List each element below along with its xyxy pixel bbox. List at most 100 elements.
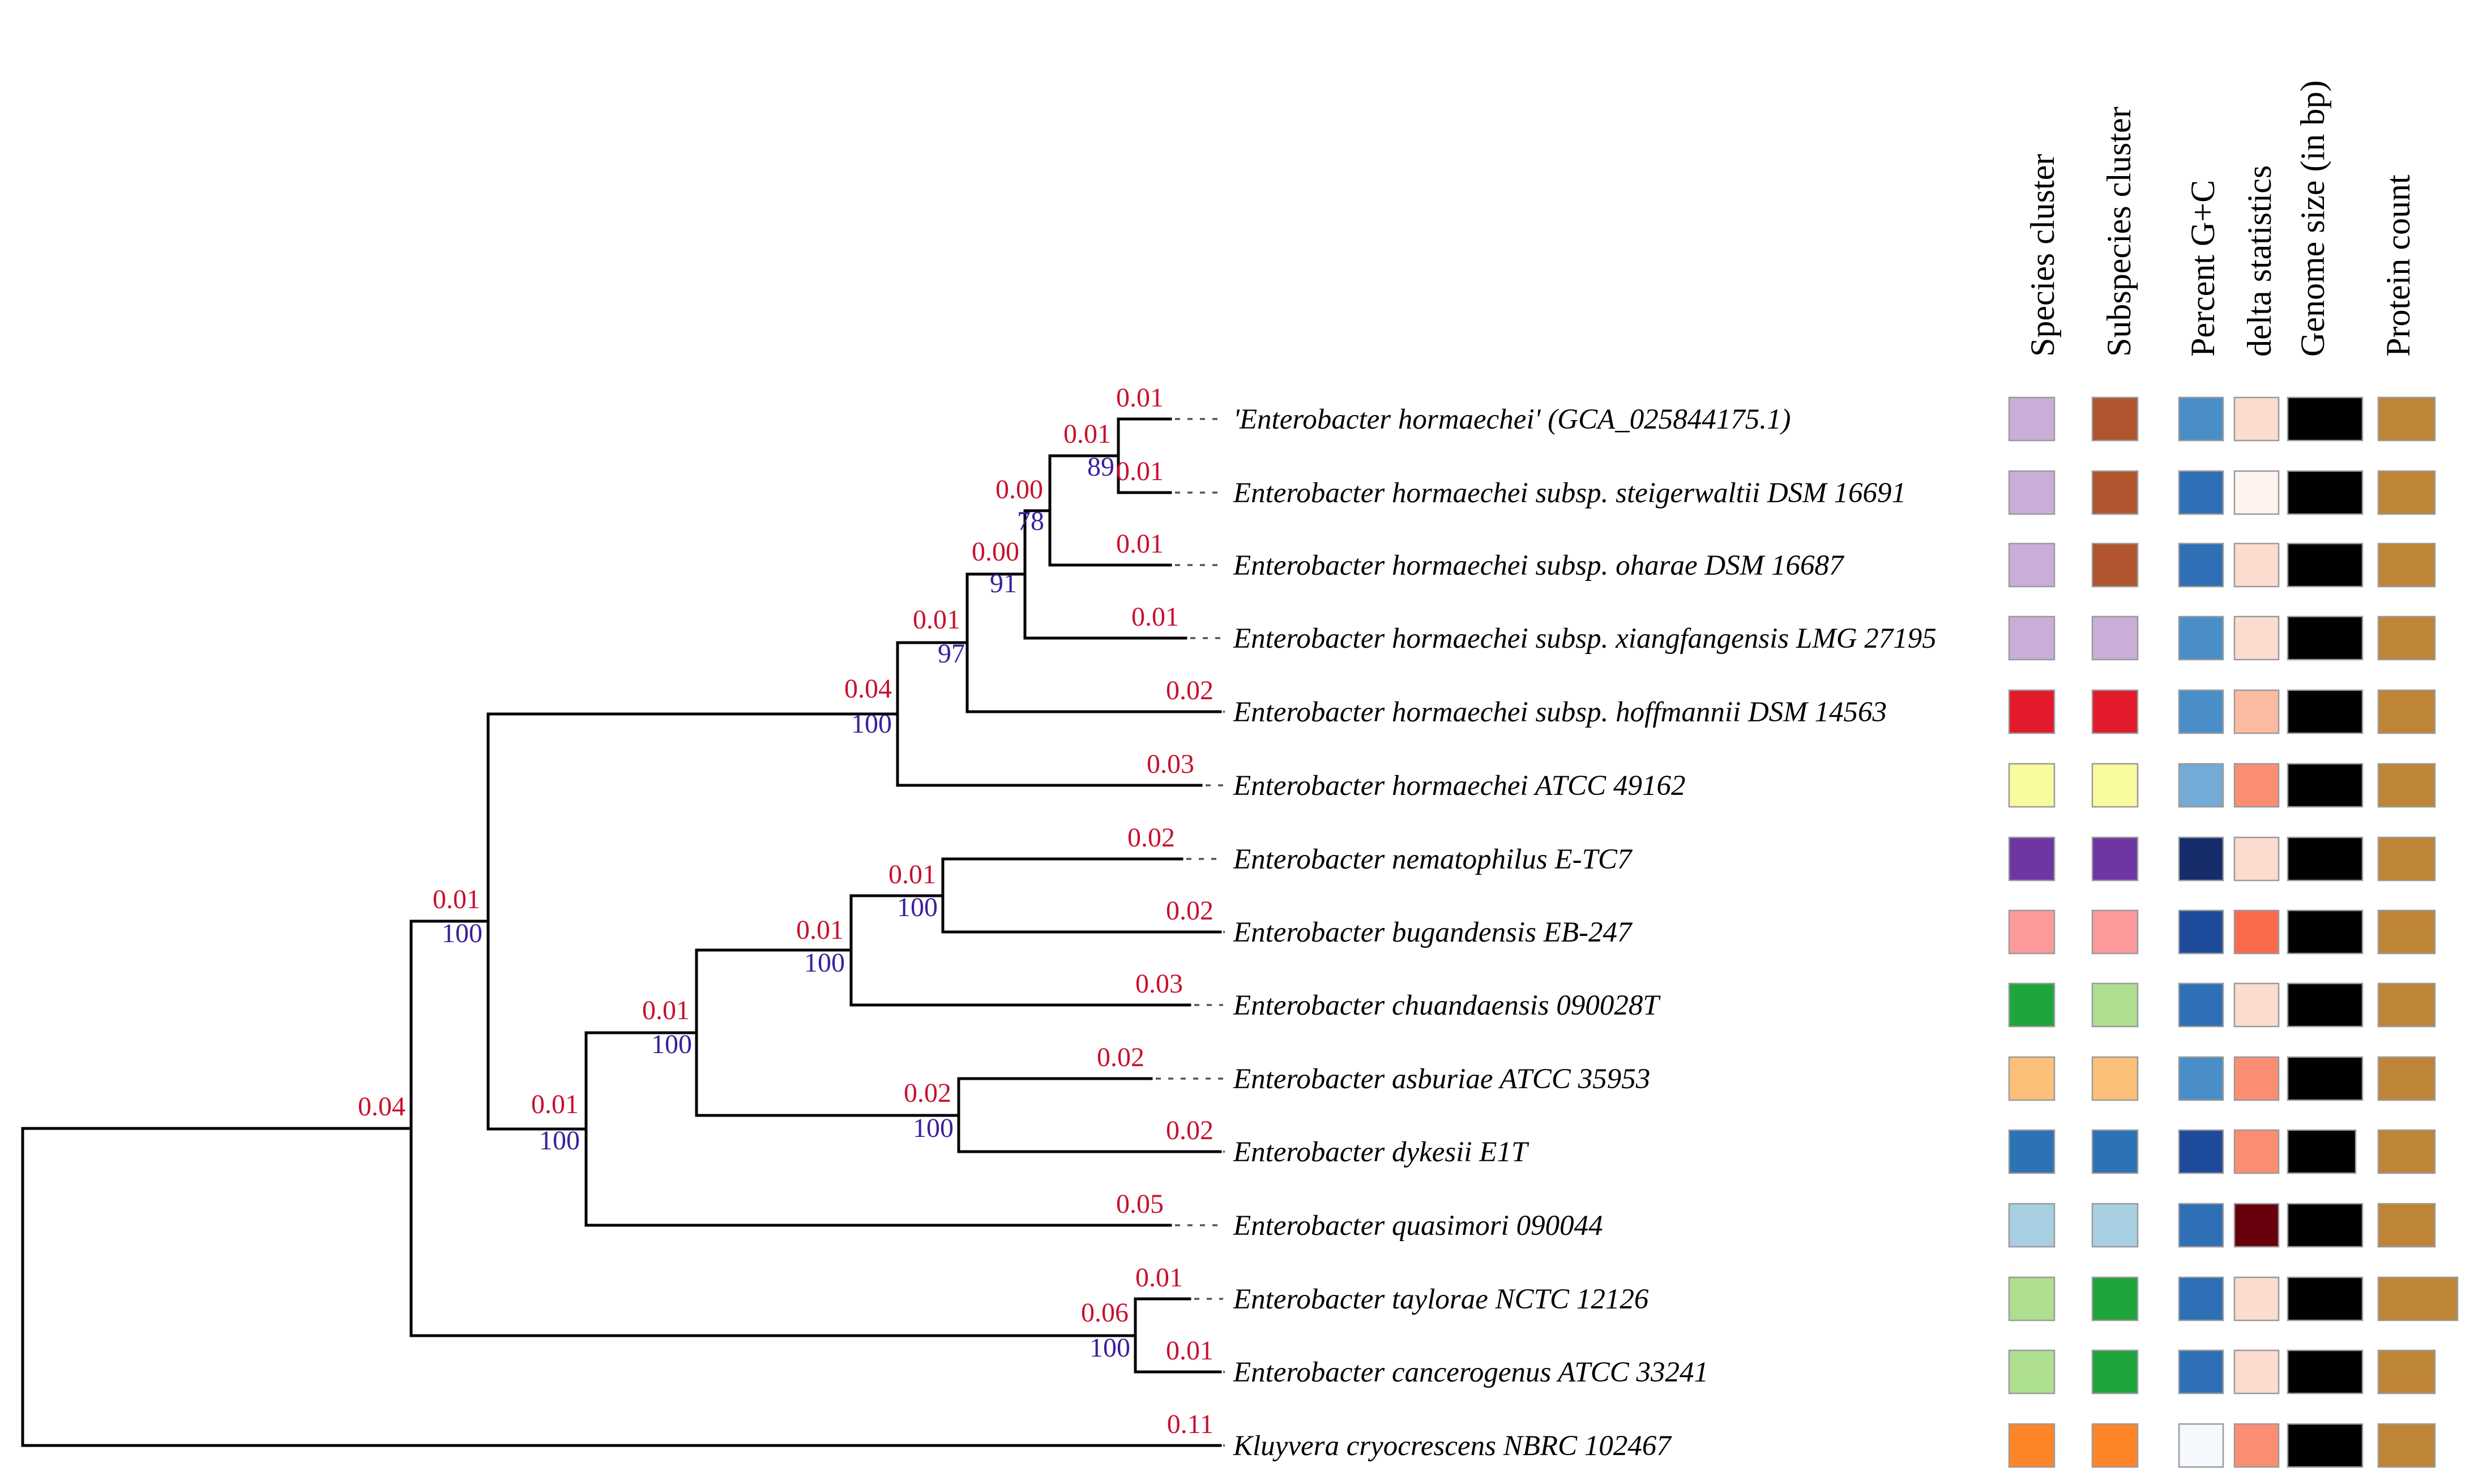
bootstrap-label: 100 [804,948,845,978]
prot-cell [2377,542,2436,588]
branch-length-label: 0.01 [1131,602,1179,632]
prot-cell [2377,396,2436,442]
delta-cell [2233,396,2280,442]
gsize-cell [2287,982,2364,1028]
bootstrap-label: 78 [1017,506,1044,536]
delta-cell [2233,1276,2280,1322]
bootstrap-label: 100 [539,1126,580,1156]
branch-length-label: 0.05 [1116,1189,1164,1219]
column-header: Genome size (in bp) [2294,80,2331,357]
prot-cell [2377,982,2436,1028]
column-header: Percent G+C [2184,180,2221,357]
species-cell [2008,470,2056,515]
subspecies-cell [2091,1129,2139,1174]
branch-length-label: 0.01 [796,915,844,945]
column-header: Protein count [2379,174,2417,357]
gc-cell [2178,615,2224,661]
subspecies-cell [2091,909,2139,955]
delta-cell [2233,982,2280,1028]
gc-cell [2178,1276,2224,1322]
branch-length-label: 0.02 [1097,1042,1144,1072]
bootstrap-label: 100 [1089,1333,1130,1363]
branch-length-label: 0.03 [1147,749,1194,779]
prot-cell [2377,615,2436,661]
delta-cell [2233,1423,2280,1468]
taxon-label: Kluyvera cryocrescens NBRC 102467 [1233,1430,1672,1462]
species-cell [2008,763,2056,808]
branch-length-label: 0.04 [844,674,892,704]
delta-cell [2233,763,2280,808]
gsize-cell [2287,1203,2364,1248]
gc-cell [2178,909,2224,955]
gsize-cell [2287,615,2364,661]
delta-cell [2233,909,2280,955]
gc-cell [2178,1056,2224,1101]
taxon-label: Enterobacter asburiae ATCC 35953 [1233,1063,1650,1095]
taxon-label: Enterobacter bugandensis EB-247 [1233,917,1633,948]
species-cell [2008,1056,2056,1101]
delta-cell [2233,542,2280,588]
taxon-label: Enterobacter hormaechei ATCC 49162 [1233,770,1685,802]
delta-cell [2233,836,2280,882]
branch-length-label: 0.01 [1166,1336,1214,1366]
subspecies-cell [2091,1203,2139,1248]
gc-cell [2178,470,2224,515]
species-cell [2008,1129,2056,1174]
gc-cell [2178,836,2224,882]
branch-length-label: 0.01 [531,1089,579,1119]
prot-cell [2377,1129,2436,1174]
delta-cell [2233,615,2280,661]
gc-cell [2178,982,2224,1028]
subspecies-cell [2091,470,2139,515]
prot-cell [2377,689,2436,734]
branch-length-label: 0.01 [1116,456,1164,486]
species-cell [2008,1423,2056,1468]
bootstrap-label: 100 [897,892,938,922]
gc-cell [2178,1129,2224,1174]
bootstrap-label: 100 [851,709,892,739]
prot-cell [2377,836,2436,882]
gsize-cell [2287,542,2364,588]
species-cell [2008,909,2056,955]
species-cell [2008,1349,2056,1395]
taxon-label: Enterobacter hormaechei subsp. oharae DS… [1233,550,1845,581]
branch-length-label: 0.06 [1081,1298,1129,1328]
delta-cell [2233,1203,2280,1248]
species-cell [2008,982,2056,1028]
branch-length-label: 0.01 [433,884,480,914]
species-cell [2008,542,2056,588]
bootstrap-label: 100 [913,1113,954,1143]
subspecies-cell [2091,836,2139,882]
delta-cell [2233,689,2280,734]
taxon-label: 'Enterobacter hormaechei' (GCA_025844175… [1233,404,1791,435]
gsize-cell [2287,836,2364,882]
species-cell [2008,396,2056,442]
bootstrap-label: 89 [1087,452,1114,482]
branch-length-label: 0.01 [1116,529,1164,559]
branch-length-label: 0.01 [1063,419,1111,449]
branch-length-label: 0.04 [358,1092,405,1122]
taxon-label: Enterobacter cancerogenus ATCC 33241 [1233,1357,1708,1388]
gc-cell [2178,1203,2224,1248]
branch-length-label: 0.01 [1135,1263,1183,1293]
delta-cell [2233,1056,2280,1101]
branch-length-label: 0.02 [1127,823,1175,853]
taxon-label: Enterobacter dykesii E1T [1233,1136,1529,1168]
prot-cell [2377,1276,2459,1322]
branch-length-label: 0.00 [995,474,1043,504]
gsize-cell [2287,1349,2364,1395]
gc-cell [2178,1423,2224,1468]
gsize-cell [2287,689,2364,734]
subspecies-cell [2091,1276,2139,1322]
taxon-label: Enterobacter chuandaensis 090028T [1233,990,1661,1021]
subspecies-cell [2091,1056,2139,1101]
gsize-cell [2287,1056,2364,1101]
subspecies-cell [2091,763,2139,808]
taxon-label: Enterobacter hormaechei subsp. steigerwa… [1233,477,1906,509]
prot-cell [2377,1423,2436,1468]
species-cell [2008,689,2056,734]
column-header: Species cluster [2024,154,2061,357]
gc-cell [2178,763,2224,808]
taxon-label: Enterobacter hormaechei subsp. hoffmanni… [1233,696,1887,728]
